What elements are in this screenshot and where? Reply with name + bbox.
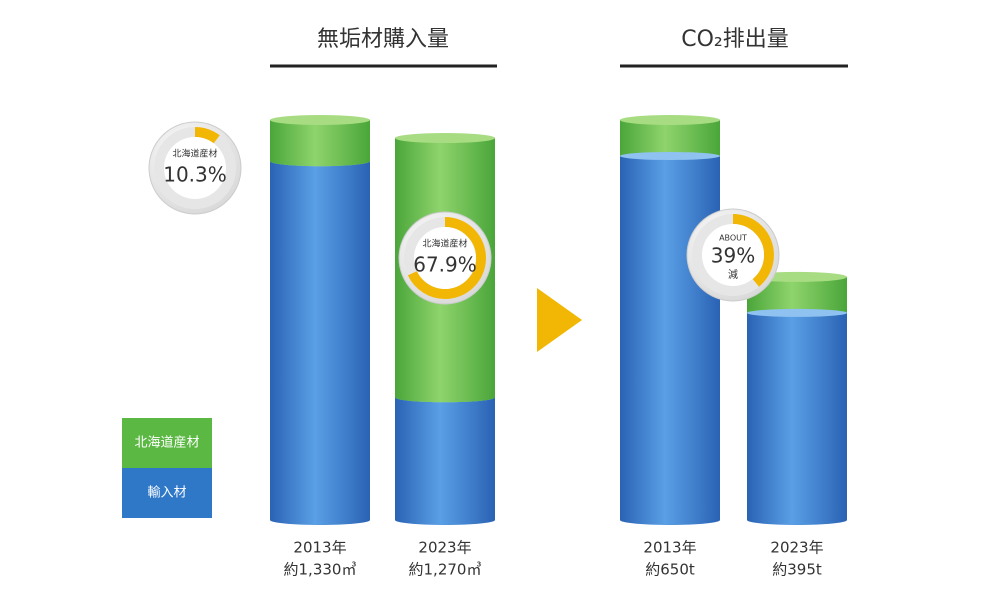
donut-center (414, 227, 476, 289)
bar (620, 120, 720, 520)
total-label: 約1,270㎥ (409, 561, 482, 579)
bar-segment (270, 120, 370, 162)
cylinder-cap-edge (747, 308, 847, 317)
cylinder-bottom (747, 515, 847, 525)
value-label: 約395t (772, 561, 822, 579)
x-tick-label: 2023年 (770, 539, 823, 557)
donut-arc (404, 217, 486, 299)
cylinder-bottom (395, 392, 495, 403)
value-label: 約650t (645, 561, 695, 579)
total-label: 約1,330㎥ (284, 561, 357, 579)
legend-swatch (122, 418, 212, 468)
donut-caption: ABOUT (719, 234, 747, 243)
donut-arc (692, 214, 774, 296)
donut-arc (154, 127, 236, 209)
donut-value: 10.3% (163, 163, 227, 187)
cylinder-bottom (620, 515, 720, 525)
legend-swatch (122, 468, 212, 518)
donut-center (702, 224, 764, 286)
x-tick-label: 2023年 (418, 539, 471, 557)
bar (747, 276, 847, 520)
arrow (537, 288, 582, 352)
bar-segment (270, 161, 370, 520)
donut-center (164, 137, 226, 199)
cylinder-top (395, 133, 495, 144)
donut-value: 39% (711, 244, 755, 268)
donut-value: 67.9% (413, 253, 477, 277)
legend-label: 北海道産材 (134, 435, 199, 451)
donut-caption: 北海道産材 (422, 238, 467, 250)
donut-caption: 北海道産材 (172, 148, 217, 160)
chart-title: CO₂排出量 (681, 27, 789, 52)
cylinder-bottom (270, 515, 370, 525)
cylinder-cap-edge (620, 152, 720, 160)
cylinder-bottom (395, 515, 495, 525)
cylinder-top (620, 115, 720, 125)
bar-segment (395, 397, 495, 520)
cylinder-bottom (270, 156, 370, 167)
chart-title: 無垢材購入量 (317, 27, 449, 52)
x-tick-label: 2013年 (293, 539, 346, 557)
cylinder-top (270, 115, 370, 125)
cylinder-cap (620, 120, 720, 156)
x-tick-label: 2013年 (643, 539, 696, 557)
legend-label: 輸入材 (147, 486, 186, 501)
donut-suffix: 減 (728, 268, 738, 281)
